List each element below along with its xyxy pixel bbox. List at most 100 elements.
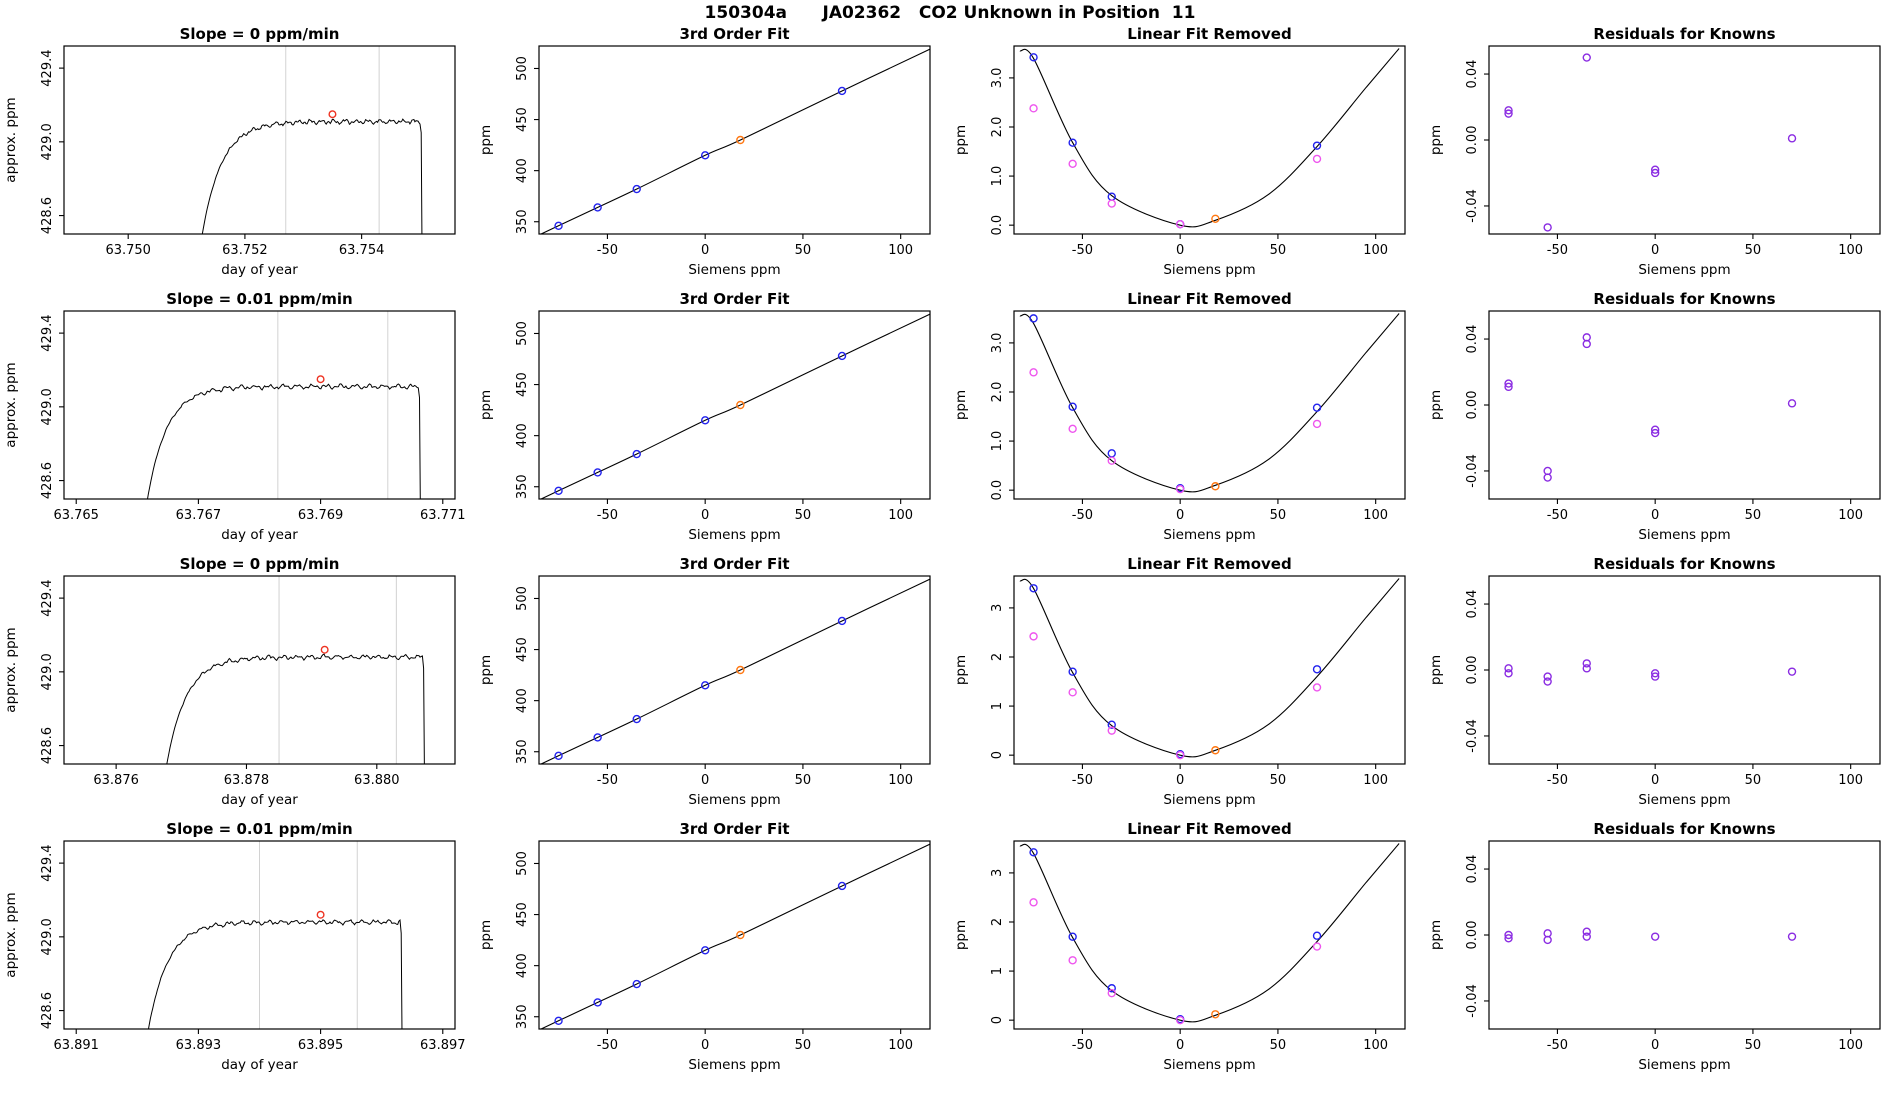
- svg-text:63.750: 63.750: [105, 243, 151, 258]
- svg-text:50: 50: [1745, 508, 1762, 523]
- panel-timeseries-row2: Slope = 0.01 ppm/min 63.765 63.767 63.769 63…: [3, 291, 466, 543]
- svg-text:0.00: 0.00: [1465, 921, 1480, 950]
- svg-text:day of year: day of year: [221, 262, 298, 278]
- svg-text:350: 350: [515, 474, 530, 499]
- svg-text:Linear Fit Removed: Linear Fit Removed: [1127, 26, 1291, 43]
- svg-text:400: 400: [515, 423, 530, 448]
- svg-text:63.895: 63.895: [298, 1038, 344, 1053]
- svg-text:450: 450: [515, 637, 530, 662]
- svg-text:429.4: 429.4: [40, 845, 55, 882]
- svg-text:450: 450: [515, 107, 530, 132]
- svg-text:63.891: 63.891: [53, 1038, 99, 1053]
- svg-text:-50: -50: [1072, 1038, 1093, 1053]
- svg-text:100: 100: [1838, 773, 1863, 788]
- panel-linear-fit-removed-row3: Linear Fit Removed -50 0 50 100 0 1 2 3 Siemens p…: [953, 556, 1406, 808]
- svg-text:63.767: 63.767: [176, 508, 222, 523]
- svg-text:0: 0: [701, 1038, 709, 1053]
- svg-text:2.0: 2.0: [990, 382, 1005, 403]
- svg-text:-0.04: -0.04: [1465, 719, 1480, 753]
- panel-residuals-row1: Residuals for Knowns -50 0 50 100 -0.04 0.00 0.…: [1428, 26, 1881, 278]
- svg-text:3: 3: [990, 869, 1005, 877]
- panel-3rd-order-fit-row3: 3rd Order Fit -50 0 50 100 350 400 450 500 Siemen…: [478, 556, 931, 808]
- svg-text:0: 0: [990, 1016, 1005, 1024]
- svg-text:50: 50: [795, 1038, 812, 1053]
- svg-text:0: 0: [701, 508, 709, 523]
- panel-timeseries-row3: Slope = 0 ppm/min 63.876 63.878 63.880 428.6…: [3, 556, 456, 808]
- svg-text:0: 0: [1651, 1038, 1659, 1053]
- svg-text:429.0: 429.0: [40, 918, 55, 955]
- panel-timeseries-row4: Slope = 0.01 ppm/min 63.891 63.893 63.895 63…: [3, 821, 466, 1073]
- svg-text:100: 100: [888, 508, 913, 523]
- svg-text:Residuals for Knowns: Residuals for Knowns: [1593, 821, 1775, 838]
- svg-text:429.4: 429.4: [40, 580, 55, 617]
- svg-text:Slope = 0.01 ppm/min: Slope = 0.01 ppm/min: [166, 821, 352, 838]
- svg-text:Siemens ppm: Siemens ppm: [1163, 262, 1255, 278]
- svg-text:500: 500: [515, 586, 530, 611]
- chart-grid: Slope = 0 ppm/min 63.750 63.752 63.754 428.6…: [0, 26, 1900, 1086]
- panel-3rd-order-fit-row4: 3rd Order Fit -50 0 50 100 350 400 450 500 Siemen…: [478, 821, 931, 1073]
- svg-text:429.4: 429.4: [40, 315, 55, 352]
- svg-text:ppm: ppm: [478, 655, 494, 685]
- svg-text:350: 350: [515, 1004, 530, 1029]
- svg-text:ppm: ppm: [1428, 920, 1444, 950]
- svg-text:0: 0: [1651, 243, 1659, 258]
- svg-text:63.897: 63.897: [420, 1038, 466, 1053]
- svg-text:Siemens ppm: Siemens ppm: [1638, 792, 1730, 808]
- svg-text:-50: -50: [1072, 773, 1093, 788]
- svg-text:Siemens ppm: Siemens ppm: [1163, 527, 1255, 543]
- svg-text:50: 50: [795, 773, 812, 788]
- svg-text:428.6: 428.6: [40, 197, 55, 234]
- svg-text:ppm: ppm: [1428, 655, 1444, 685]
- svg-text:approx. ppm: approx. ppm: [3, 362, 19, 447]
- svg-text:63.880: 63.880: [354, 773, 400, 788]
- svg-text:100: 100: [1838, 508, 1863, 523]
- svg-text:429.0: 429.0: [40, 388, 55, 425]
- svg-text:2.0: 2.0: [990, 117, 1005, 138]
- svg-text:100: 100: [1838, 243, 1863, 258]
- svg-text:0.04: 0.04: [1465, 590, 1480, 619]
- svg-text:400: 400: [515, 688, 530, 713]
- svg-text:3rd Order Fit: 3rd Order Fit: [679, 821, 789, 838]
- svg-text:day of year: day of year: [221, 527, 298, 543]
- svg-text:63.752: 63.752: [222, 243, 268, 258]
- page-title: 150304a JA02362 CO2 Unknown in Position …: [704, 3, 1196, 23]
- svg-text:63.754: 63.754: [339, 243, 385, 258]
- svg-text:-50: -50: [1547, 1038, 1568, 1053]
- svg-text:ppm: ppm: [478, 920, 494, 950]
- svg-text:ppm: ppm: [953, 125, 969, 155]
- svg-text:0: 0: [1651, 773, 1659, 788]
- svg-text:100: 100: [888, 1038, 913, 1053]
- svg-text:0: 0: [701, 243, 709, 258]
- svg-text:Siemens ppm: Siemens ppm: [1163, 1057, 1255, 1073]
- svg-text:ppm: ppm: [953, 655, 969, 685]
- svg-text:Siemens ppm: Siemens ppm: [688, 792, 780, 808]
- svg-text:0.0: 0.0: [990, 215, 1005, 236]
- panel-linear-fit-removed-row1: Linear Fit Removed -50 0 50 100 0.0 1.0 2.0 3.0 S…: [953, 26, 1406, 278]
- svg-text:50: 50: [1270, 1038, 1287, 1053]
- svg-text:3.0: 3.0: [990, 333, 1005, 354]
- svg-text:350: 350: [515, 209, 530, 234]
- svg-text:63.771: 63.771: [420, 508, 466, 523]
- svg-text:0: 0: [1176, 243, 1184, 258]
- svg-text:0: 0: [990, 751, 1005, 759]
- svg-text:50: 50: [1745, 773, 1762, 788]
- svg-text:3rd Order Fit: 3rd Order Fit: [679, 26, 789, 43]
- svg-text:100: 100: [1363, 1038, 1388, 1053]
- svg-text:2: 2: [990, 918, 1005, 926]
- svg-text:450: 450: [515, 902, 530, 927]
- svg-text:0: 0: [1176, 508, 1184, 523]
- svg-text:Slope = 0.01 ppm/min: Slope = 0.01 ppm/min: [166, 291, 352, 308]
- svg-text:3.0: 3.0: [990, 68, 1005, 89]
- svg-text:63.893: 63.893: [176, 1038, 222, 1053]
- svg-text:-50: -50: [597, 243, 618, 258]
- svg-text:-50: -50: [1547, 508, 1568, 523]
- svg-text:2: 2: [990, 653, 1005, 661]
- svg-text:100: 100: [1838, 1038, 1863, 1053]
- svg-text:50: 50: [1270, 243, 1287, 258]
- svg-text:-50: -50: [1072, 243, 1093, 258]
- svg-text:ppm: ppm: [1428, 125, 1444, 155]
- svg-text:3rd Order Fit: 3rd Order Fit: [679, 556, 789, 573]
- svg-text:Siemens ppm: Siemens ppm: [1638, 262, 1730, 278]
- svg-text:3rd Order Fit: 3rd Order Fit: [679, 291, 789, 308]
- svg-text:ppm: ppm: [953, 920, 969, 950]
